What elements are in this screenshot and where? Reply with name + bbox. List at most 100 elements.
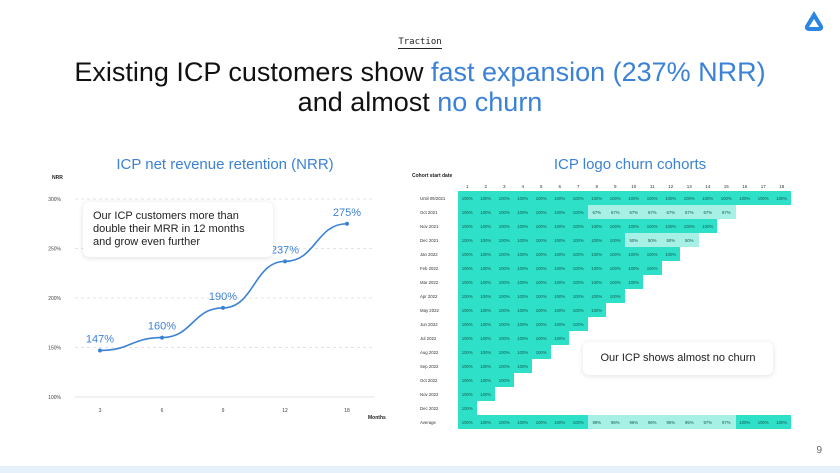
cohort-cell: [717, 247, 736, 261]
cohort-cell: [514, 373, 533, 387]
cohort-cell: 100%: [587, 219, 606, 233]
cohort-cell: 50%: [643, 233, 662, 247]
cohort-cell: [754, 303, 773, 317]
x-tick-label: 12: [282, 408, 288, 414]
cohort-cell: 100%: [495, 373, 514, 387]
cohort-row: Nov 2022 100% 100%: [418, 387, 791, 401]
cohort-row: Average 100% 100% 100% 100% 100% 100% 100% 99% 96…: [418, 415, 791, 429]
cohort-cell: 100%: [772, 415, 791, 429]
cohort-cell: [588, 401, 607, 415]
cohort-cell: 100%: [569, 205, 588, 219]
cohort-cell: 97%: [698, 415, 717, 429]
cohort-cell: 100%: [550, 219, 569, 233]
section-tag: Traction: [398, 37, 442, 49]
nrr-data-label: 237%: [271, 244, 299, 256]
cohort-row: Oct 2022 100% 100% 100%: [418, 373, 791, 387]
cohort-column-header: 10: [631, 184, 637, 189]
cohort-cell: 100%: [532, 275, 551, 289]
cohort-cell: 100%: [569, 261, 588, 275]
cohort-cell: [569, 373, 588, 387]
cohort-cell: 100%: [513, 317, 532, 331]
cohort-cell: 100%: [476, 303, 495, 317]
cohort-cell: 100%: [680, 191, 699, 205]
cohort-cell: [773, 401, 792, 415]
cohort-cell: [754, 247, 773, 261]
cohort-cell: [754, 219, 773, 233]
cohort-cell: 100%: [569, 247, 588, 261]
cohort-cell: 100%: [495, 289, 514, 303]
cohort-column-header: 12: [668, 184, 674, 189]
cohort-cell: 100%: [476, 233, 495, 247]
footer-bar: [0, 466, 840, 473]
cohort-cell: 100%: [698, 219, 717, 233]
nrr-data-point: [345, 221, 349, 226]
cohort-cell: [680, 317, 699, 331]
cohort-cell: 100%: [550, 191, 569, 205]
cohort-row-label: Jul 2022: [420, 335, 437, 341]
cohort-row-label: Jan 2022: [420, 251, 438, 257]
cohort-cell: [680, 289, 699, 303]
cohort-cell: 100%: [495, 191, 514, 205]
cohort-cell: 100%: [495, 275, 514, 289]
cohort-cell: [736, 247, 755, 261]
cohort-cell: [736, 219, 755, 233]
cohort-row-label: Sep 2022: [420, 363, 439, 369]
page-number: 9: [816, 445, 822, 456]
cohort-cell: [717, 373, 736, 387]
cohort-cell: 100%: [495, 415, 514, 429]
cohort-cell: [643, 401, 662, 415]
cohort-cell: 67%: [606, 205, 625, 219]
cohort-cell: 99%: [587, 415, 606, 429]
cohort-column-header: 2: [484, 184, 487, 189]
cohort-cell: 100%: [587, 275, 606, 289]
cohort-cell: [736, 373, 755, 387]
cohort-cell: 67%: [624, 205, 643, 219]
cohort-cell: 100%: [476, 317, 495, 331]
cohort-row: Feb 2022 100% 100% 100% 100% 100% 100% 100% 100%…: [418, 261, 791, 275]
cohort-cell: 100%: [587, 191, 606, 205]
cohort-cell: 100%: [476, 331, 495, 345]
cohort-row-label: Oct 2021: [420, 209, 438, 215]
cohort-column-header: 15: [723, 184, 729, 189]
cohort-cell: 100%: [569, 415, 588, 429]
cohort-cell: [662, 275, 681, 289]
cohort-cell: 50%: [661, 233, 680, 247]
cohort-row: Dec 2022 100%: [418, 401, 791, 415]
cohort-cell: [662, 373, 681, 387]
cohort-cell: 100%: [587, 247, 606, 261]
cohort-cell: 100%: [772, 191, 791, 205]
cohort-cell: [662, 401, 681, 415]
cohort-cell: 100%: [643, 191, 662, 205]
cohort-row: May 2022 100% 100% 100% 100% 100% 100% 100% 100%: [418, 303, 791, 317]
x-tick-label: 18: [344, 408, 350, 414]
cohort-cell: [680, 303, 699, 317]
cohort-cell: [717, 303, 736, 317]
cohort-cell: [606, 387, 625, 401]
cohort-column-header: 8: [595, 184, 598, 189]
cohort-cell: [551, 345, 570, 359]
cohort-cell: 100%: [513, 289, 532, 303]
cohort-row-label: Feb 2022: [420, 265, 439, 271]
cohort-cell: 100%: [513, 331, 532, 345]
cohort-row-label: Nov 2022: [420, 391, 439, 397]
cohort-cell: 100%: [606, 261, 625, 275]
cohort-cell: 97%: [717, 415, 736, 429]
cohort-cell: 67%: [661, 205, 680, 219]
cohort-cell: 100%: [587, 261, 606, 275]
cohort-cell: [773, 219, 792, 233]
cohort-cell: [717, 219, 736, 233]
cohort-cell: 100%: [513, 247, 532, 261]
cohort-cell: [717, 261, 736, 275]
cohort-cell: 96%: [624, 415, 643, 429]
cohort-cell: [773, 359, 792, 373]
cohort-cell: 100%: [458, 261, 477, 275]
cohort-cell: 100%: [532, 219, 551, 233]
cohort-cell: 100%: [495, 261, 514, 275]
cohort-cell: [662, 261, 681, 275]
cohort-cell: 100%: [550, 289, 569, 303]
cohort-cell: [588, 373, 607, 387]
cohort-cell: [699, 387, 718, 401]
y-tick-label: 100%: [48, 395, 61, 401]
cohort-cell: 96%: [643, 415, 662, 429]
cohort-cell: [754, 373, 773, 387]
